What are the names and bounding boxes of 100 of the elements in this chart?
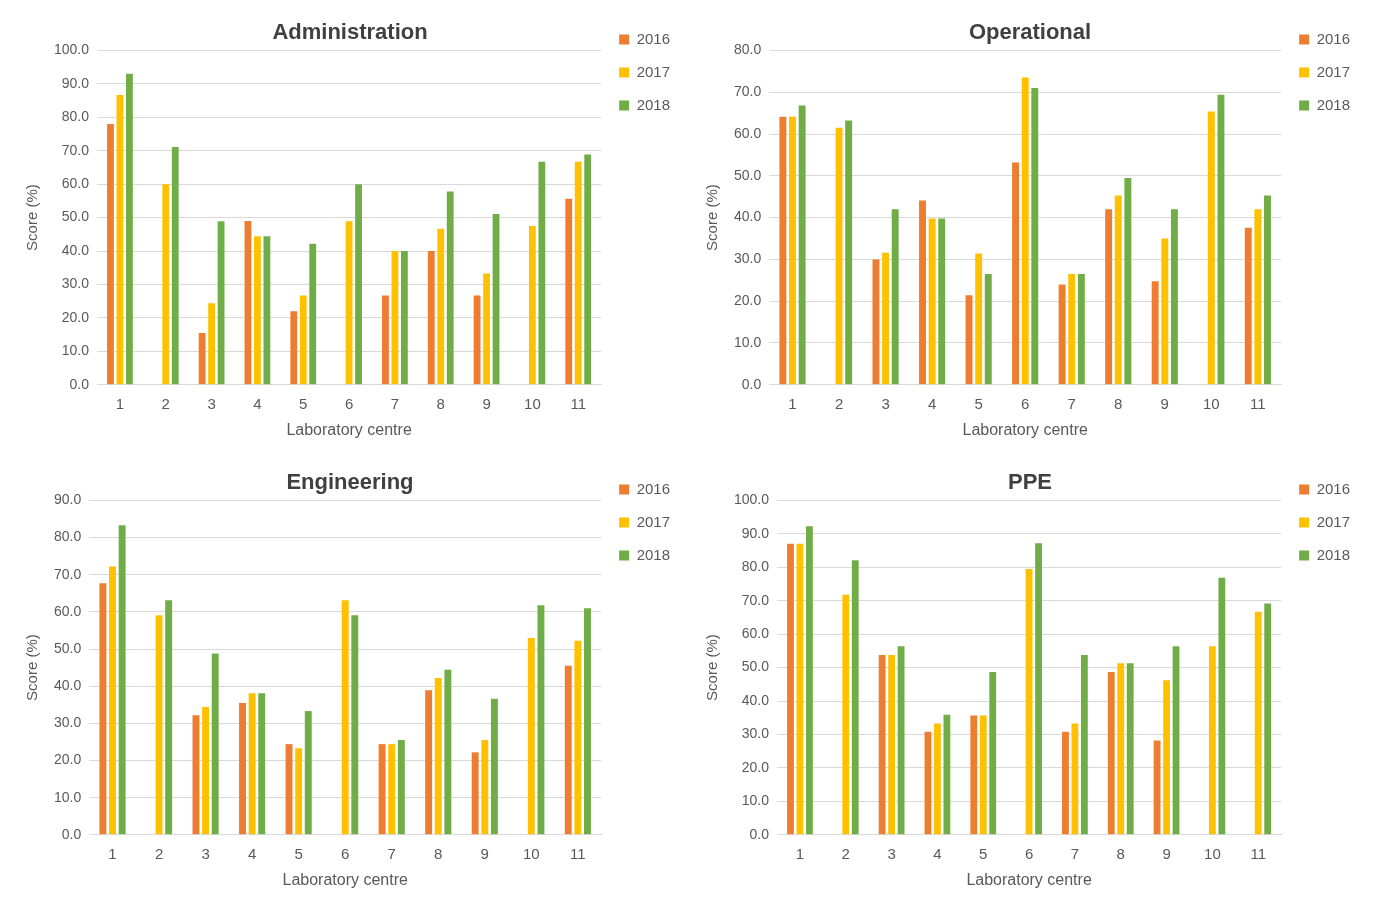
y-axis-title: Score (%) [703,634,721,701]
bar [483,273,490,385]
x-tick-label: 7 [390,394,400,412]
x-tick-label: 3 [201,844,210,862]
bar [1244,227,1252,385]
chart-title: Engineering [286,469,414,495]
bar [425,690,433,835]
y-tick-label: 60.0 [741,625,770,642]
bar [919,200,926,385]
bar [107,123,114,385]
bar [787,543,794,835]
y-tick-label: 100.0 [53,41,90,58]
bar [970,715,978,835]
bar [943,714,951,835]
legend-label: 2017 [636,512,671,530]
bar [1264,195,1271,385]
bar [1035,543,1042,835]
bar [584,608,591,835]
y-tick-label: 40.0 [734,208,762,225]
x-tick-label: 2 [154,844,164,862]
bar [1126,663,1134,835]
y-tick-label: 70.0 [734,83,762,100]
bar [538,161,546,385]
bar [471,752,479,835]
y-tick-label: 70.0 [54,565,82,582]
y-tick-label: 70.0 [741,591,770,608]
y-tick-label: 50.0 [61,208,90,225]
bar [444,669,452,835]
bar [437,228,445,385]
bar [351,615,359,835]
x-tick-label: 4 [933,844,942,862]
legend-label: 2017 [1316,62,1351,80]
legend-label: 2016 [1316,479,1351,497]
bar [1080,654,1088,835]
bar [1105,209,1113,385]
y-tick-label: 60.0 [61,175,90,192]
bar [1151,281,1159,385]
y-tick-label: 20.0 [734,292,762,309]
x-tick-label: 5 [979,844,988,862]
bar [851,560,859,835]
bar [1163,680,1170,835]
bar [202,706,210,835]
x-tick-label: 5 [299,394,308,412]
bar [355,184,362,385]
bar [527,637,535,835]
y-tick-label: 20.0 [54,751,82,768]
bar [989,671,997,835]
y-tick-label: 50.0 [734,166,762,183]
x-axis-title: Laboratory centre [286,420,412,438]
bar [254,236,261,385]
y-tick-label: 30.0 [54,714,82,731]
bar [109,566,116,835]
bar [1124,177,1132,385]
y-tick-label: 70.0 [61,141,90,158]
y-tick-label: 80.0 [61,108,90,125]
x-tick-label: 10 [1202,394,1220,412]
bar [299,295,307,385]
x-tick-label: 2 [161,394,170,412]
x-tick-label: 8 [436,394,445,412]
bar [1170,209,1178,385]
x-tick-label: 9 [1160,394,1169,412]
bar [835,127,843,385]
bar [341,600,349,835]
bar [1153,740,1161,835]
y-tick-label: 10.0 [61,342,90,359]
x-tick-label: 10 [522,844,540,862]
x-axis-title: Laboratory centre [962,420,1088,438]
bar [155,615,163,835]
x-tick-label: 4 [247,844,257,862]
x-tick-label: 4 [253,394,262,412]
x-axis-title: Laboratory centre [966,870,1092,888]
y-tick-label: 40.0 [54,677,82,694]
y-tick-label: 90.0 [741,524,770,541]
y-tick-label: 50.0 [54,639,82,656]
y-tick-label: 90.0 [54,491,82,508]
bar [248,693,256,835]
x-tick-label: 7 [1067,394,1076,412]
bar [382,295,389,385]
bar [1012,162,1020,385]
y-axis-title: Score (%) [23,184,41,251]
y-tick-label: 80.0 [54,528,82,545]
bar [309,243,317,385]
y-tick-label: 0.0 [69,375,90,392]
y-tick-label: 40.0 [61,241,90,258]
bar [481,740,489,835]
x-tick-label: 5 [974,394,983,412]
x-tick-label: 6 [344,394,354,412]
bar [162,184,170,385]
x-tick-label: 9 [480,844,489,862]
x-tick-label: 5 [294,844,303,862]
y-tick-label: 0.0 [749,825,770,842]
legend-label: 2018 [636,545,671,563]
y-axis-title: Score (%) [703,184,721,251]
bar [565,198,573,385]
y-tick-label: 100.0 [733,491,770,508]
y-tick-label: 10.0 [734,333,762,350]
bar [979,715,987,835]
x-tick-label: 9 [1162,844,1171,862]
bar [1161,238,1169,385]
bar [1254,209,1262,385]
